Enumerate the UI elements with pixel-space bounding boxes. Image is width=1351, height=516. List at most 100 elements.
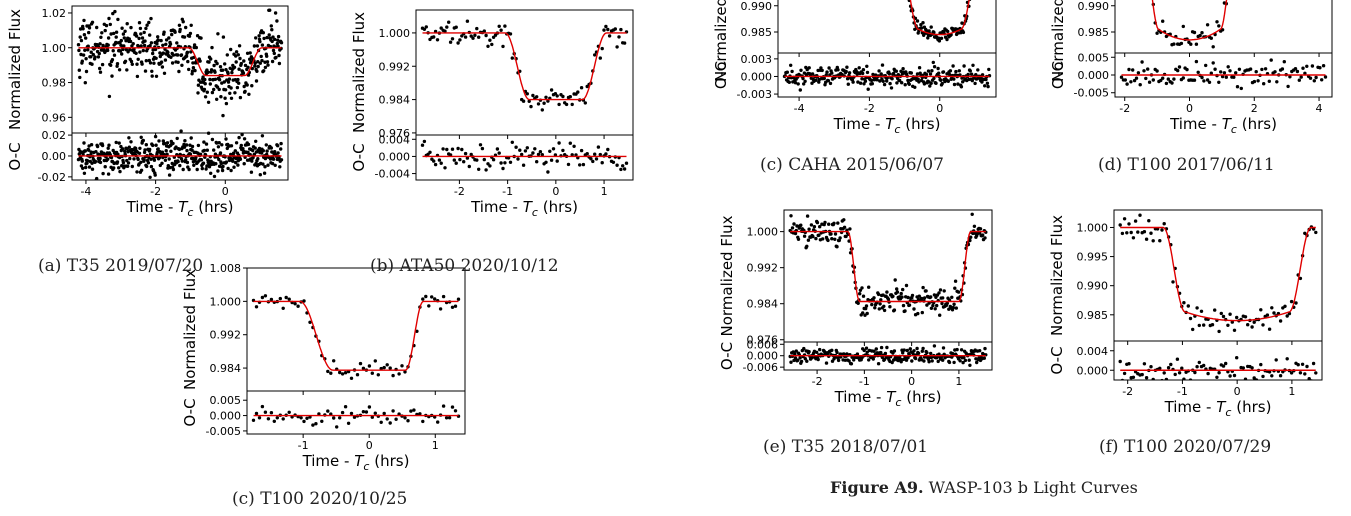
residual-point [1226, 65, 1230, 69]
residual-point [217, 164, 222, 168]
flux-point [456, 297, 461, 301]
residual-point [816, 357, 820, 362]
residual-point [805, 359, 809, 363]
residual-point [1172, 77, 1176, 81]
residual-point [929, 351, 933, 356]
flux-point [465, 19, 470, 23]
flux-point [888, 305, 892, 309]
residual-point [915, 72, 920, 76]
residual-point [920, 349, 924, 353]
residual-point [913, 356, 918, 361]
flux-point [938, 313, 942, 317]
flux-point [433, 297, 437, 301]
flux-point [1160, 228, 1164, 232]
residual-point [926, 69, 931, 73]
residual-point [818, 347, 822, 352]
flux-point [87, 26, 92, 30]
residual-point [87, 144, 91, 148]
residual-point [985, 81, 990, 86]
flux-point [921, 21, 925, 25]
residual-point [190, 144, 195, 149]
residual-point [478, 143, 483, 147]
flux-point [265, 60, 270, 64]
flux-point [606, 27, 610, 32]
flux-point [1158, 239, 1162, 243]
residual-point [314, 422, 318, 426]
residual-point [952, 360, 956, 365]
residual-point [188, 152, 193, 156]
residual-point [936, 359, 940, 364]
flux-point [488, 38, 492, 42]
model-curve [1120, 226, 1316, 322]
residual-point [373, 411, 377, 415]
residual-point [117, 141, 121, 145]
residual-point [1175, 357, 1180, 361]
residual-point [1206, 371, 1210, 376]
residual-point [966, 72, 970, 77]
flux-point [1182, 301, 1186, 305]
flux-point [242, 84, 246, 89]
flux-point [159, 38, 163, 43]
flux-point [812, 225, 817, 229]
residual-point [475, 158, 479, 162]
residual-point [480, 146, 485, 151]
flux-point [144, 26, 148, 31]
flux-point [95, 25, 99, 30]
residual-point [581, 162, 586, 167]
residual-point [591, 159, 595, 164]
residual-point [216, 145, 221, 149]
flux-point [1189, 42, 1193, 46]
flux-point [826, 238, 830, 243]
residual-tick-label: -0.005 [206, 425, 241, 438]
residual-point [589, 157, 593, 161]
flux-point [811, 234, 815, 239]
flux-point [263, 294, 268, 298]
flux-point [895, 290, 900, 294]
flux-point [119, 38, 124, 43]
flux-point [76, 43, 81, 47]
residual-point [894, 69, 898, 73]
flux-point [78, 27, 83, 31]
residual-point [497, 151, 501, 155]
flux-point [952, 302, 956, 306]
residual-point [1234, 71, 1238, 75]
residual-point [802, 82, 806, 86]
residual-axis-label: O-C [181, 398, 199, 426]
residual-point [936, 66, 940, 71]
residual-point [367, 405, 372, 409]
residual-point [946, 79, 950, 84]
residual-point [1248, 67, 1253, 71]
residual-point [615, 163, 619, 167]
flux-point [617, 35, 621, 39]
flux-point [86, 44, 90, 48]
residual-axes-frame [71, 132, 289, 181]
flux-point [166, 50, 170, 55]
flux-point [937, 291, 941, 295]
flux-point [140, 62, 144, 66]
flux-point [1232, 328, 1237, 332]
residual-point [93, 159, 98, 164]
flux-point [499, 28, 503, 32]
flux-point [245, 51, 250, 55]
residual-point [535, 160, 539, 164]
residual-point [885, 345, 889, 350]
flux-point [929, 295, 933, 299]
flux-point [388, 366, 392, 370]
flux-point [432, 35, 436, 39]
residual-point [987, 67, 991, 72]
residual-point [622, 167, 627, 171]
residual-point [807, 66, 811, 70]
flux-point [98, 70, 103, 74]
flux-axes-frame [246, 267, 466, 392]
residual-point [503, 161, 507, 165]
residual-point [1219, 70, 1223, 74]
residual-point [1300, 362, 1305, 366]
residual-point [889, 86, 894, 90]
flux-point [802, 234, 807, 238]
flux-point [151, 51, 155, 56]
flux-point [199, 36, 203, 40]
x-tick-label: -2 [1122, 385, 1133, 398]
x-axis-label: Time - Tc (hrs) [302, 452, 410, 473]
light-curve-plot-b: -2 -1 0 1 0.976 0.984 0.992 1.000 -0.004 0.000 0.0… [350, 9, 634, 219]
flux-point [83, 81, 88, 85]
